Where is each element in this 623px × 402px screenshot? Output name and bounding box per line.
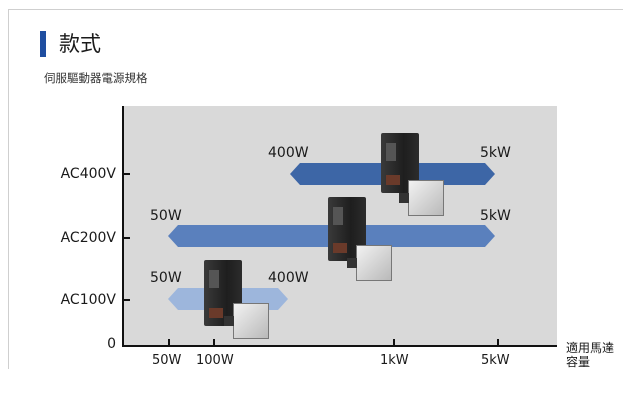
x-label-5kw: 5kW [481,353,510,368]
x-label-100w: 100W [196,353,234,368]
panel-left-border [8,9,9,369]
y-label-ac100v: AC100V [60,292,116,308]
page-subtitle: 伺服驅動器電源規格 [44,71,148,85]
title-accent-bar [40,31,46,57]
servo-motor-image [347,245,392,281]
x-tick [497,339,499,345]
x-axis-unit-label: 適用馬達 容量 [566,341,615,369]
y-label-ac400v: AC400V [60,166,116,182]
range-max-label-ac200v: 5kW [480,208,511,224]
page-title: 款式 [59,32,101,56]
range-min-label-ac100v: 50W [150,270,182,286]
y-label-zero: 0 [107,336,116,352]
x-label-50w: 50W [152,353,182,368]
x-tick [213,339,215,345]
y-axis-line [122,106,124,347]
x-tick [168,339,170,345]
y-tick [124,237,130,239]
y-tick [124,173,130,175]
servo-motor-image [224,303,269,339]
y-tick [124,299,130,301]
x-label-1kw: 1kW [380,353,409,368]
x-axis-line [122,345,557,347]
y-label-ac200v: AC200V [60,230,116,246]
range-max-label-ac400v: 5kW [480,145,511,161]
servo-motor-image [399,180,444,216]
range-max-label-ac100v: 400W [268,270,309,286]
x-tick [393,339,395,345]
range-min-label-ac400v: 400W [268,145,309,161]
panel-top-border [8,9,623,10]
range-min-label-ac200v: 50W [150,208,182,224]
